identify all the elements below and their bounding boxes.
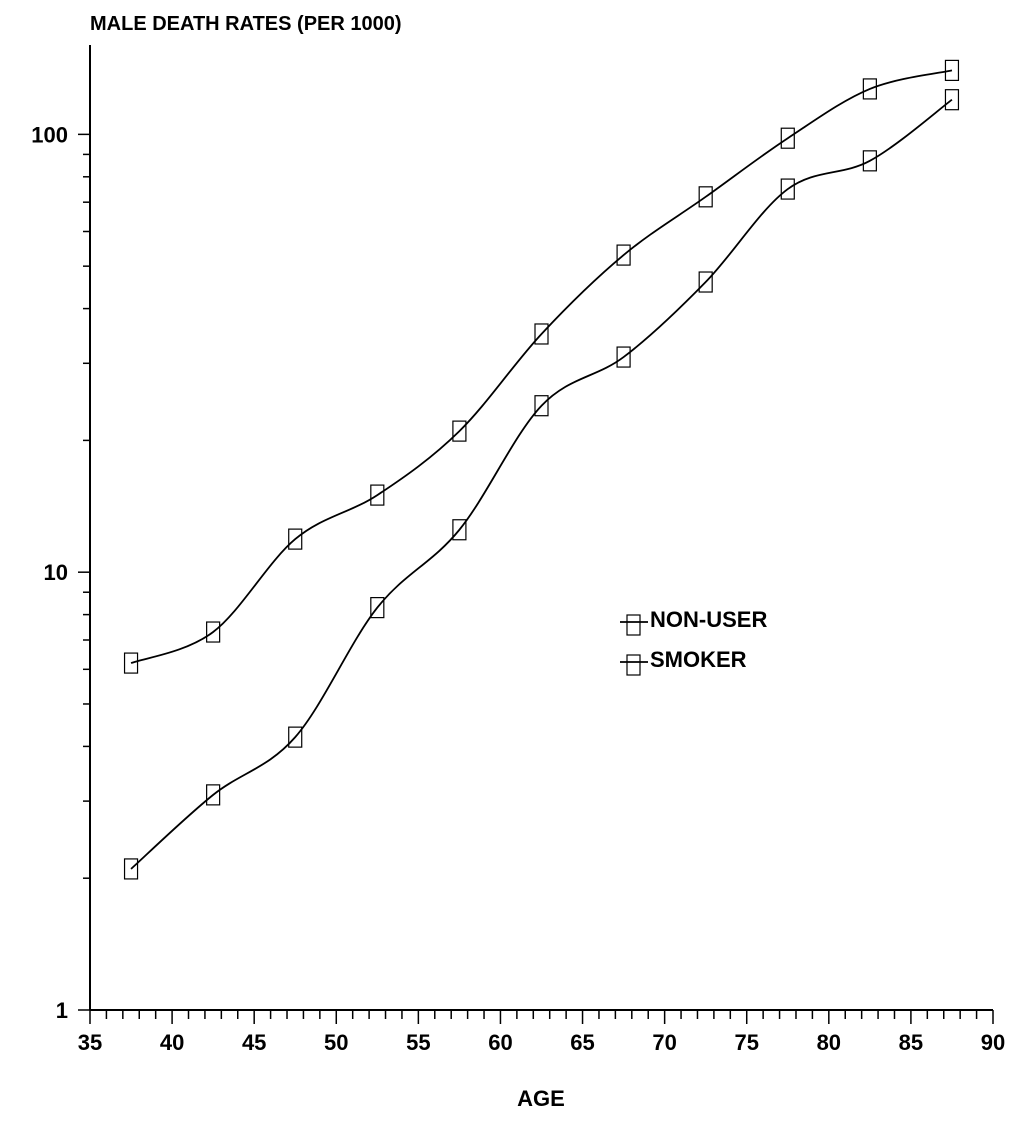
data-point-smoker — [123, 652, 139, 674]
x-axis-label: AGE — [517, 1086, 565, 1111]
data-point-smoker — [698, 186, 713, 208]
y-tick-label: 1 — [56, 998, 68, 1023]
x-tick-label: 35 — [78, 1030, 102, 1055]
data-point-non-user — [616, 346, 631, 368]
series-line-smoker — [130, 69, 953, 664]
x-tick-label: 90 — [981, 1030, 1005, 1055]
y-tick-label: 100 — [31, 122, 68, 147]
series-smoker — [123, 59, 960, 674]
x-tick-label: 50 — [324, 1030, 348, 1055]
x-tick-label: 45 — [242, 1030, 266, 1055]
legend-marker — [626, 654, 641, 676]
data-point-non-user — [944, 89, 960, 111]
legend-item-non-user: NON-USER — [620, 607, 767, 636]
x-tick-label: 55 — [406, 1030, 430, 1055]
data-point-non-user — [698, 271, 713, 293]
data-point-smoker — [616, 244, 631, 266]
data-point-smoker — [862, 78, 877, 100]
data-point-smoker — [780, 127, 795, 149]
data-point-non-user — [534, 395, 549, 417]
legend-label: SMOKER — [650, 647, 747, 672]
legend: NON-USER SMOKER — [620, 607, 767, 676]
data-point-non-user — [452, 519, 467, 541]
y-tick-label: 10 — [44, 560, 68, 585]
legend-item-smoker: SMOKER — [620, 647, 747, 676]
data-point-smoker — [206, 621, 221, 643]
x-tick-label: 75 — [734, 1030, 758, 1055]
data-point-non-user — [780, 178, 795, 200]
data-point-non-user — [123, 858, 139, 880]
legend-label: NON-USER — [650, 607, 767, 632]
data-point-smoker — [288, 528, 303, 550]
x-tick-label: 85 — [899, 1030, 923, 1055]
data-point-non-user — [862, 150, 877, 172]
data-point-non-user — [288, 726, 303, 748]
x-tick-label: 70 — [652, 1030, 676, 1055]
series-layer — [123, 59, 960, 880]
legend-marker — [626, 614, 641, 636]
data-point-smoker — [944, 59, 960, 81]
data-point-smoker — [370, 484, 385, 506]
x-tick-label: 80 — [817, 1030, 841, 1055]
series-non-user — [123, 89, 960, 880]
axes: 35 40 45 50 55 60 65 70 75 80 85 90 1 10 100 — [31, 45, 1005, 1055]
x-tick-label: 65 — [570, 1030, 594, 1055]
data-point-smoker — [452, 420, 467, 442]
data-point-non-user — [370, 597, 385, 619]
x-tick-label: 60 — [488, 1030, 512, 1055]
series-line-non-user — [130, 98, 953, 870]
x-tick-label: 40 — [160, 1030, 184, 1055]
data-point-smoker — [534, 323, 549, 345]
chart-title: MALE DEATH RATES (PER 1000) — [90, 13, 402, 35]
data-point-non-user — [206, 784, 221, 806]
